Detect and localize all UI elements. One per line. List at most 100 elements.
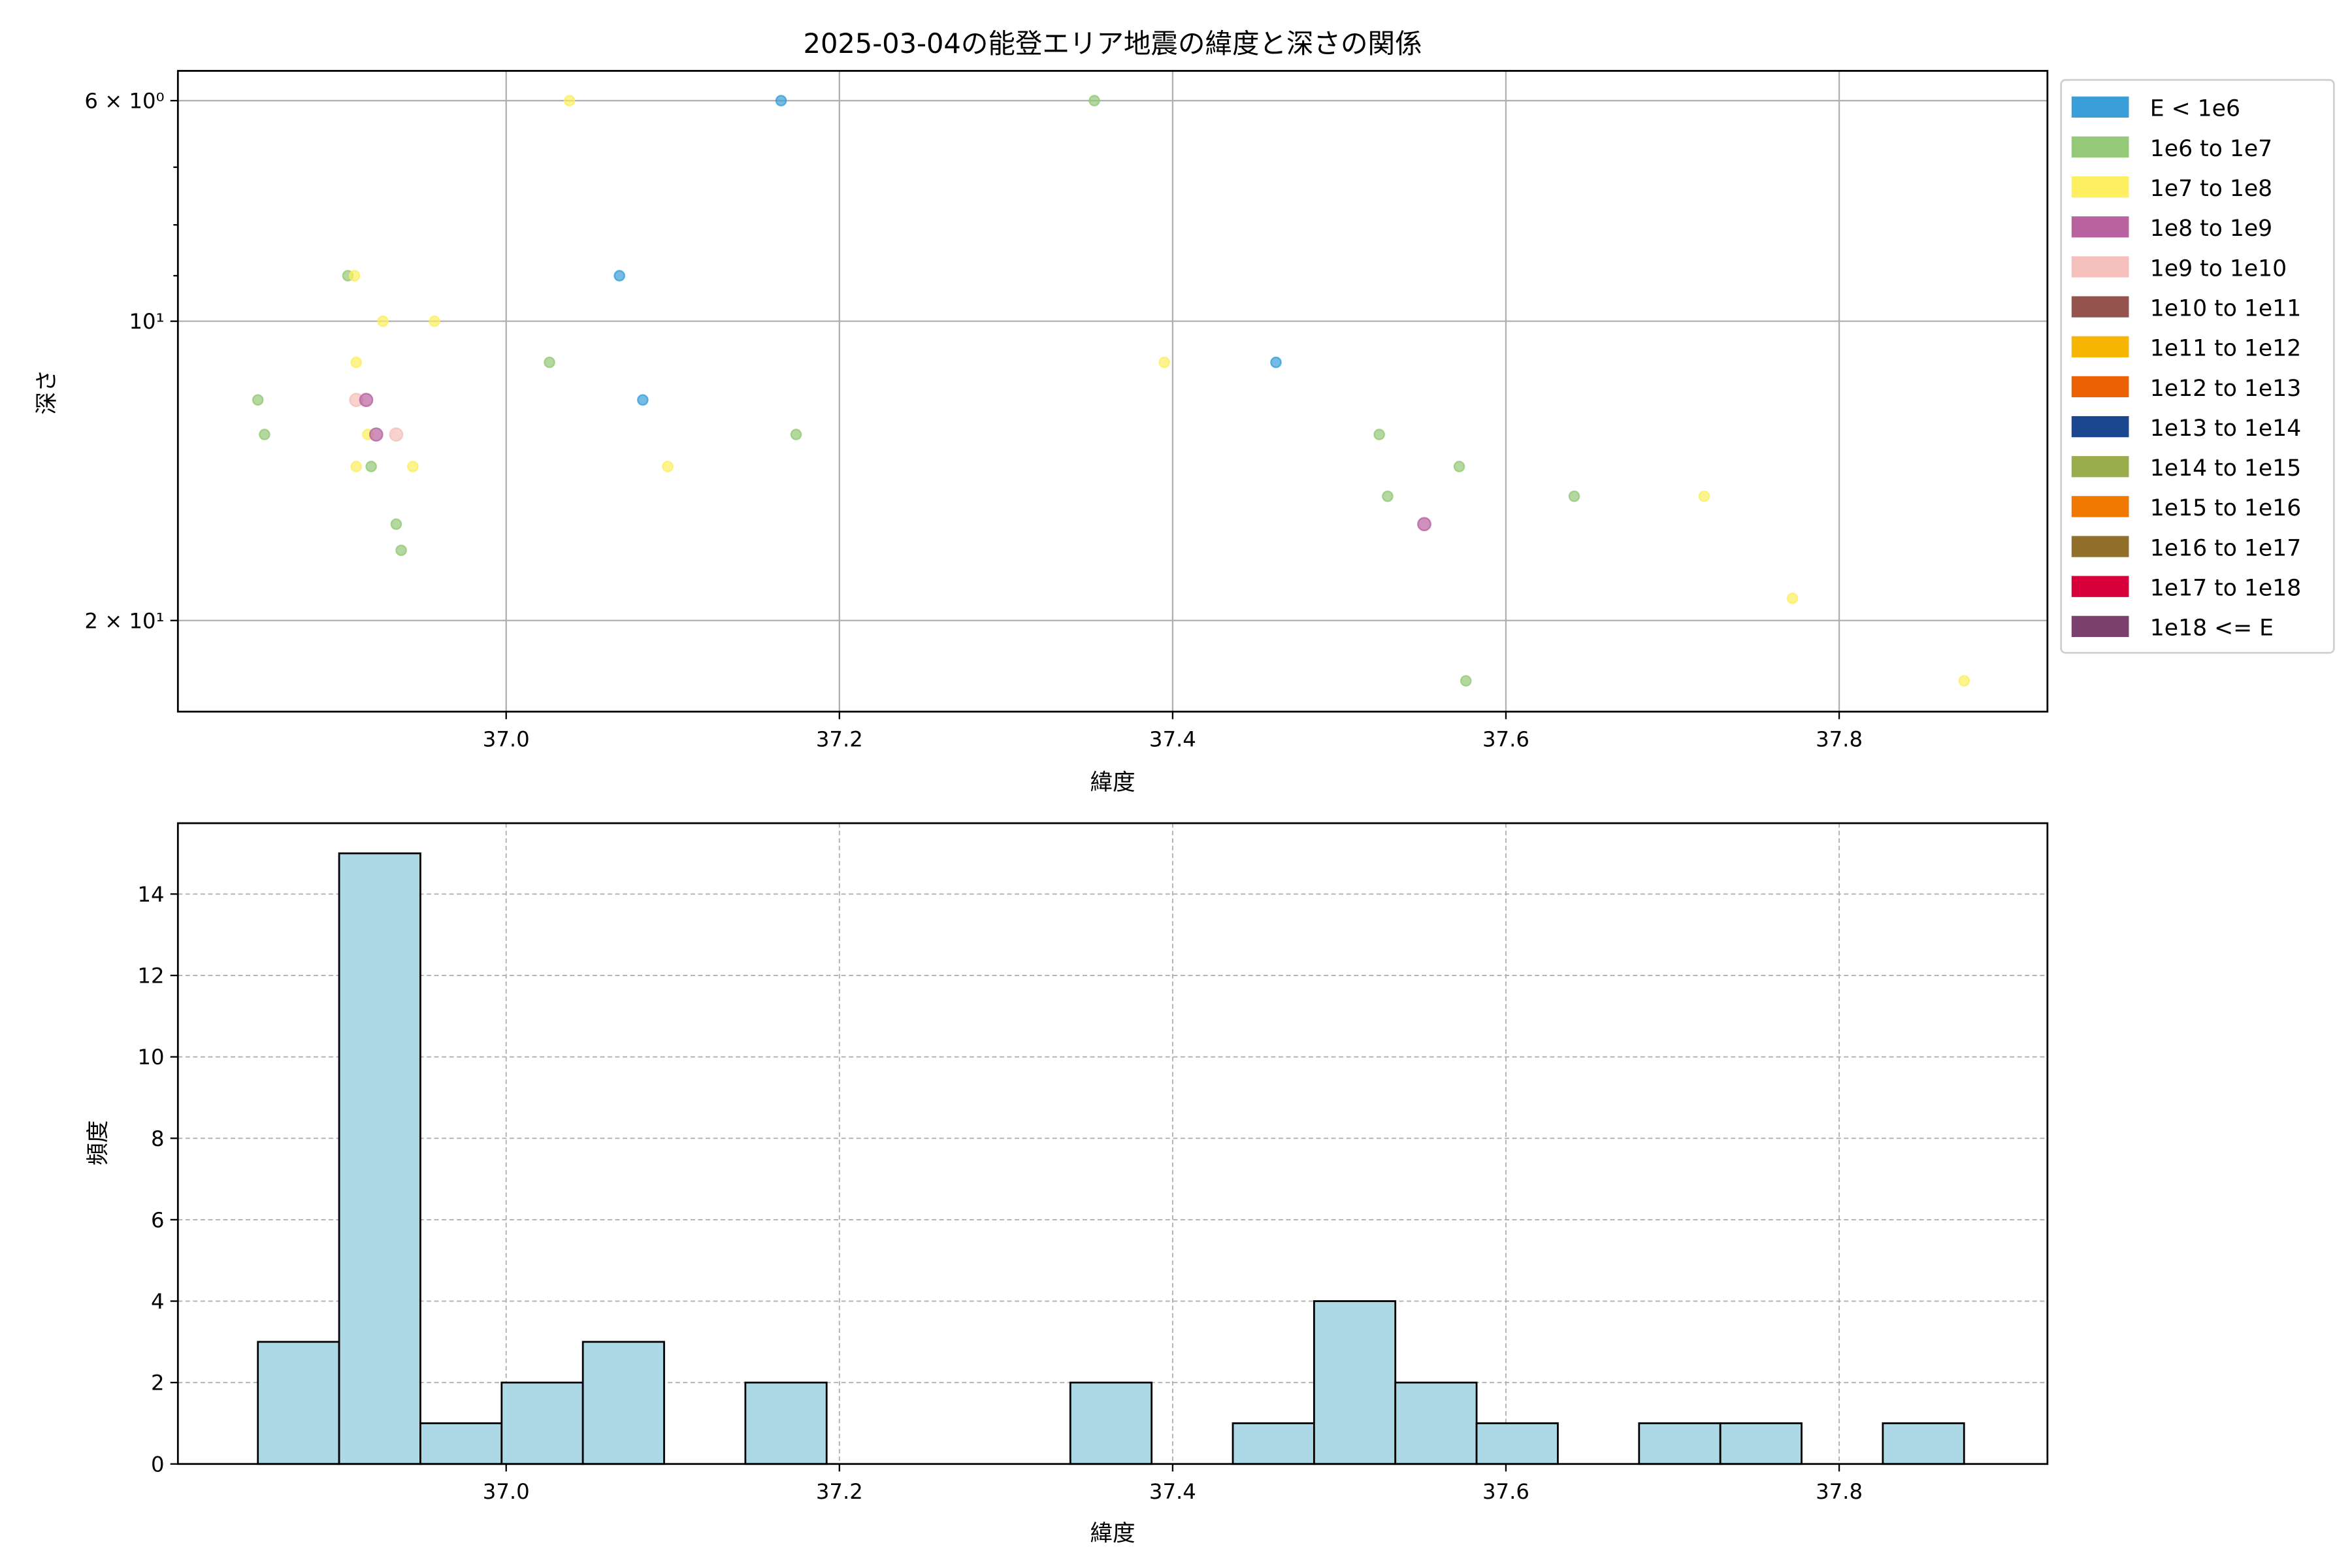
scatter-point — [429, 315, 440, 327]
scatter-point — [1460, 675, 1472, 687]
histogram-x-tick-label: 37.8 — [1816, 1479, 1863, 1504]
scatter-point — [377, 315, 389, 327]
legend-label: 1e9 to 1e10 — [2150, 255, 2287, 282]
scatter-ylabel: 深さ — [34, 369, 60, 414]
scatter-x-tick-label: 37.4 — [1149, 727, 1196, 751]
histogram-bar — [1313, 1300, 1397, 1465]
histogram-x-tick-label: 37.4 — [1149, 1479, 1196, 1504]
legend-label: 1e12 to 1e13 — [2150, 376, 2301, 402]
scatter-point — [790, 429, 802, 440]
scatter-point — [662, 461, 674, 472]
histogram-bar — [257, 1341, 340, 1465]
scatter-point — [544, 356, 555, 368]
histogram-bar — [419, 1422, 503, 1465]
scatter-title: 2025-03-04の能登エリア地震の緯度と深さの関係 — [804, 27, 1422, 59]
histogram-y-tick-label: 0 — [151, 1452, 165, 1477]
legend-swatch — [2071, 296, 2129, 318]
legend-label: 1e16 to 1e17 — [2150, 535, 2301, 561]
legend-frame — [2060, 78, 2335, 654]
legend-label: 1e7 to 1e8 — [2150, 176, 2272, 202]
legend-swatch — [2071, 376, 2129, 398]
histogram-x-tick-label: 37.0 — [483, 1479, 530, 1504]
scatter-ticks: 37.0 37.2 37.4 37.6 37.8 6 × 10⁰ 10¹ 2 × 10¹ — [84, 89, 1863, 752]
legend-swatch — [2071, 96, 2129, 118]
scatter-point — [1453, 461, 1465, 472]
legend-swatch — [2071, 615, 2129, 637]
legend-swatch — [2071, 136, 2129, 158]
scatter-y-tick-label: 2 × 10¹ — [84, 608, 164, 633]
legend-swatch — [2071, 256, 2129, 278]
legend-label: 1e10 to 1e11 — [2150, 295, 2301, 321]
histogram-x-tick-label: 37.6 — [1482, 1479, 1529, 1504]
histogram-bar — [581, 1341, 665, 1465]
legend-label: 1e11 to 1e12 — [2150, 336, 2301, 362]
histogram-bar — [1719, 1422, 1803, 1465]
scatter-point — [1270, 356, 1282, 368]
legend-label: 1e6 to 1e7 — [2150, 136, 2272, 162]
histogram-y-tick-label: 8 — [151, 1126, 165, 1151]
scatter-grid — [178, 71, 2048, 712]
legend-label: 1e18 <= E — [2150, 615, 2274, 642]
histogram-ticks: 37.0 37.2 37.4 37.6 37.8 0 2 4 6 8 10 12 14 — [137, 882, 1863, 1504]
legend-label: 1e14 to 1e15 — [2150, 455, 2301, 482]
legend-label: 1e17 to 1e18 — [2150, 576, 2301, 602]
scatter-point — [348, 270, 361, 282]
legend-swatch — [2071, 536, 2129, 557]
scatter-point — [1382, 490, 1394, 502]
scatter-y-tick-label: 6 × 10⁰ — [84, 89, 164, 114]
scatter-point — [1373, 429, 1385, 440]
histogram-axes-frame — [176, 822, 2049, 1465]
histogram-y-tick-label: 10 — [137, 1045, 164, 1070]
legend: E < 1e6 1e6 to 1e7 1e7 to 1e8 1e8 to 1e9 1e9… — [2060, 78, 2335, 654]
legend-swatch — [2071, 416, 2129, 438]
histogram-y-tick-label: 14 — [137, 882, 164, 907]
scatter-point — [407, 461, 419, 472]
scatter-x-tick-label: 37.2 — [816, 727, 863, 751]
scatter-point — [1958, 675, 1970, 687]
legend-label: 1e15 to 1e16 — [2150, 495, 2301, 521]
scatter-point — [259, 429, 270, 440]
scatter-point — [1088, 95, 1100, 106]
scatter-point — [365, 461, 377, 472]
scatter-x-tick-label: 37.8 — [1816, 727, 1863, 751]
legend-swatch — [2071, 496, 2129, 517]
scatter-point — [389, 427, 404, 442]
histogram-bar — [1882, 1422, 1965, 1465]
scatter-point — [563, 95, 576, 106]
histogram-x-tick-label: 37.2 — [816, 1479, 863, 1504]
legend-swatch — [2071, 576, 2129, 597]
scatter-point — [390, 518, 402, 531]
scatter-point — [1158, 356, 1170, 368]
histogram-bar — [338, 852, 421, 1465]
histogram-grid — [178, 823, 2048, 1465]
histogram-bar — [1069, 1381, 1153, 1465]
histogram-bar — [1232, 1422, 1315, 1465]
scatter-point — [350, 461, 362, 472]
histogram-bar — [744, 1381, 828, 1465]
scatter-xlabel: 緯度 — [1090, 770, 1135, 796]
scatter-points — [252, 95, 1970, 687]
legend-swatch — [2071, 336, 2129, 357]
histogram-y-tick-label: 6 — [151, 1207, 165, 1232]
legend-label: 1e13 to 1e14 — [2150, 416, 2301, 442]
histogram-bar — [500, 1381, 584, 1465]
scatter-point — [395, 544, 407, 557]
histogram-xlabel: 緯度 — [1090, 1520, 1135, 1546]
scatter-point — [613, 270, 625, 282]
scatter-point — [1786, 593, 1799, 604]
scatter-x-tick-label: 37.0 — [483, 727, 530, 751]
scatter-point — [775, 95, 787, 106]
scatter-x-tick-label: 37.6 — [1482, 727, 1529, 751]
legend-swatch — [2071, 176, 2129, 198]
scatter-point — [252, 394, 264, 406]
legend-label: 1e8 to 1e9 — [2150, 216, 2272, 242]
scatter-point — [350, 356, 362, 368]
scatter-point — [368, 427, 384, 442]
histogram-y-tick-label: 12 — [137, 964, 164, 988]
histogram-y-tick-label: 4 — [151, 1289, 165, 1314]
histogram-ylabel: 頻度 — [86, 1120, 112, 1166]
legend-swatch — [2071, 216, 2129, 238]
scatter-axes-frame — [176, 70, 2049, 713]
scatter-point — [1698, 490, 1710, 502]
